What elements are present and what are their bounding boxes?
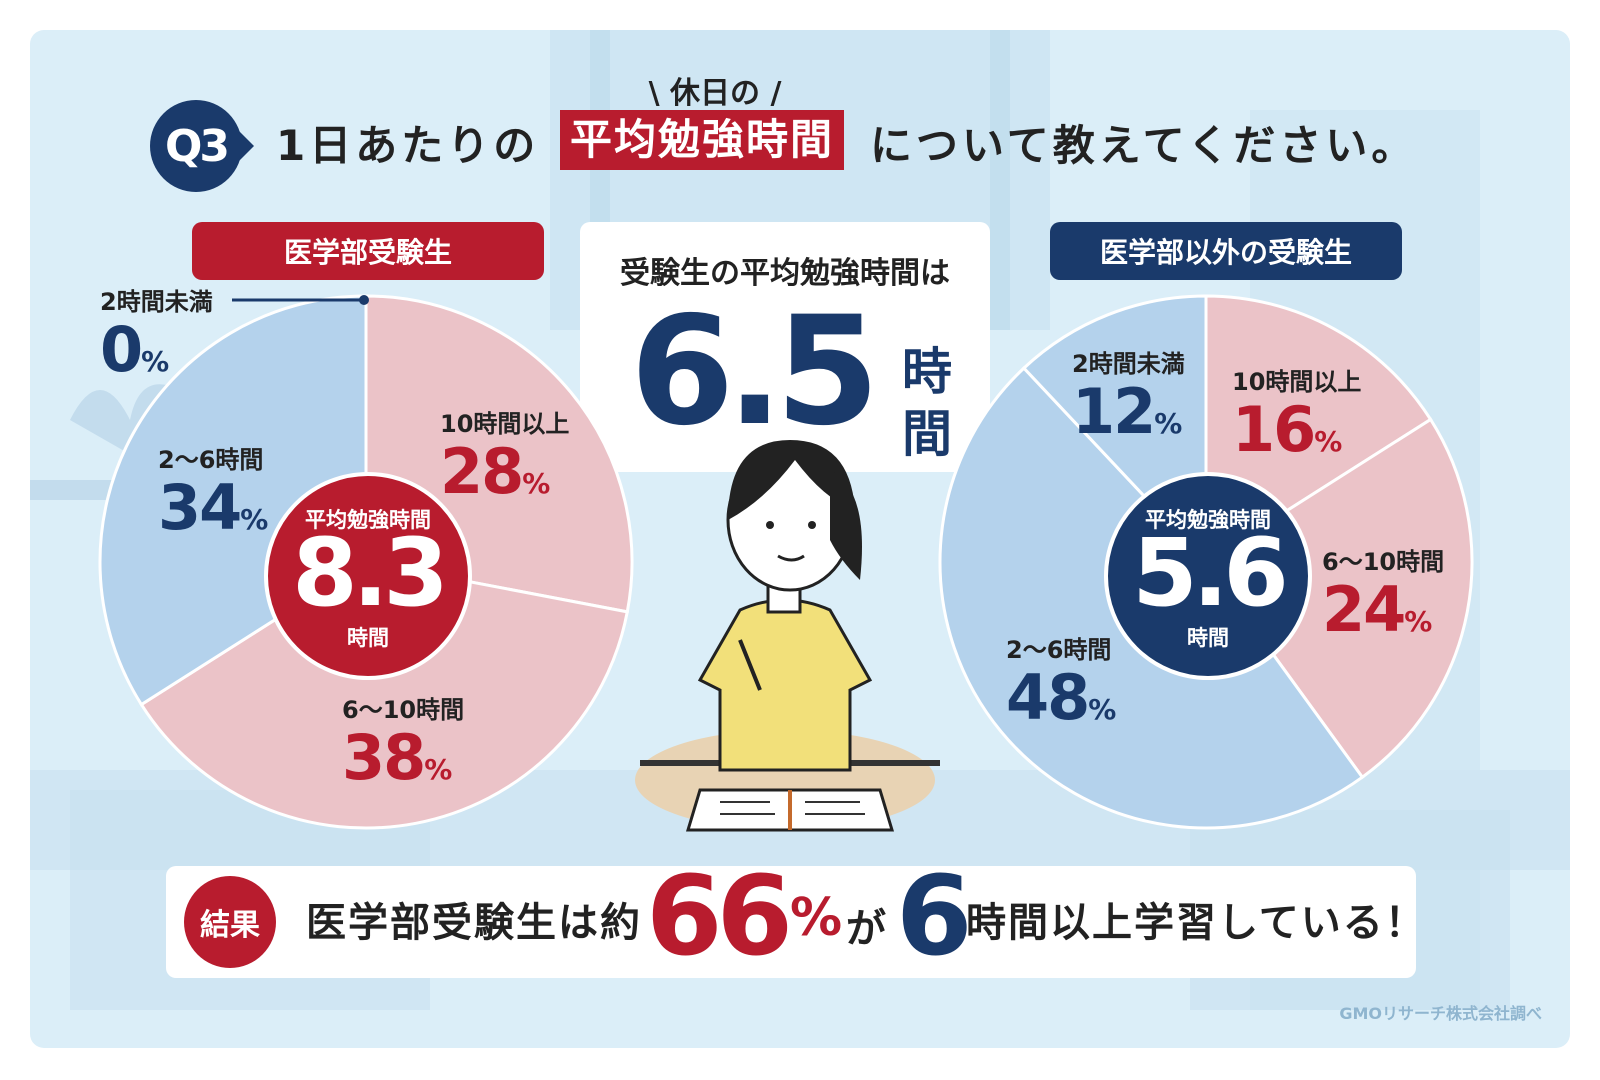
slice-value: 34 (158, 471, 242, 544)
slice-value: 28 (440, 435, 524, 508)
slice-unit: % (1404, 605, 1433, 638)
result-bar (166, 866, 1416, 978)
title-prefix: 1日あたりの (276, 121, 540, 170)
left-average-label: 平均勉強時間 (305, 508, 431, 532)
result-particle: が (846, 906, 886, 952)
right-average-label: 平均勉強時間 (1145, 508, 1271, 532)
slice-category: 2時間未満 (1072, 350, 1185, 378)
left-slice-label-6to10: 6〜10時間 38% (342, 690, 464, 791)
left-slice-label-10plus: 10時間以上 28% (440, 404, 569, 505)
left-slice-label-2to6: 2〜6時間 34% (158, 440, 268, 541)
result-text-suffix: 時間以上学習している！ (966, 900, 1427, 946)
slice-category: 10時間以上 (1232, 368, 1362, 396)
question-badge-pointer (236, 128, 254, 164)
result-percent-sign: % (790, 888, 843, 948)
slice-value: 12 (1072, 375, 1156, 448)
pie-slice-1 (1203, 417, 1474, 780)
slice-value: 16 (1232, 393, 1316, 466)
left-average-value: 8.3 (292, 519, 449, 628)
right-slice-label-2to6: 2〜6時間 48% (1006, 630, 1116, 731)
left-chart-title: 医学部受験生 (192, 222, 544, 280)
right-slice-label-6to10: 6〜10時間 24% (1322, 542, 1444, 643)
slice-category: 2〜6時間 (158, 446, 264, 474)
right-slice-label-under2: 2時間未満 12% (1072, 344, 1185, 445)
zero-slice-leader-dot (359, 295, 369, 305)
right-average-value: 5.6 (1132, 519, 1289, 628)
slice-category: 6〜10時間 (1322, 548, 1445, 576)
result-badge: 結果 (184, 876, 276, 968)
right-average-circle: 平均勉強時間 5.6 時間 (1104, 472, 1312, 680)
slice-unit: % (240, 503, 269, 536)
overall-average-label: 受験生の平均勉強時間は (620, 256, 950, 291)
overall-average-unit-1: 時 (902, 343, 952, 401)
right-average-unit: 時間 (1187, 626, 1229, 650)
slice-category: 2〜6時間 (1006, 636, 1112, 664)
student-illustration (635, 440, 940, 832)
title-highlight: 平均勉強時間 (560, 110, 845, 170)
title-suffix: について教えてください。 (870, 121, 1418, 170)
right-chart-title: 医学部以外の受験生 (1050, 222, 1402, 280)
overall-average-value: 6.5 (630, 285, 880, 459)
slice-unit: % (1088, 693, 1117, 726)
slice-category: 2時間未満 (100, 288, 213, 316)
question-badge: Q3 (150, 100, 242, 192)
slice-unit: % (424, 753, 453, 786)
slice-category: 6〜10時間 (342, 696, 465, 724)
slice-value: 24 (1322, 573, 1406, 646)
slice-unit: % (522, 467, 551, 500)
slice-category: 10時間以上 (440, 410, 570, 438)
overall-average-unit-2: 間 (902, 405, 952, 463)
title-kicker: \ 休日の / (648, 76, 782, 111)
right-slice-label-10plus: 10時間以上 16% (1232, 362, 1361, 463)
source-credit: GMOリサーチ株式会社調べ (1339, 1004, 1542, 1023)
slice-unit: % (141, 345, 170, 378)
slice-value: 48 (1006, 661, 1090, 734)
overall-average-card: 受験生の平均勉強時間は 6.5 時 間 (580, 222, 990, 472)
left-average-unit: 時間 (347, 626, 389, 650)
slice-unit: % (1154, 407, 1183, 440)
slice-value: 38 (342, 721, 426, 794)
slice-unit: % (1314, 425, 1343, 458)
slice-value: 0 (100, 313, 143, 386)
result-hours-number: 6 (896, 852, 973, 980)
result-text-prefix: 医学部受験生は約 (306, 900, 642, 946)
left-average-circle: 平均勉強時間 8.3 時間 (264, 472, 472, 680)
left-slice-label-under2: 2時間未満 0% (100, 282, 213, 383)
result-percentage-number: 66 (646, 852, 793, 980)
